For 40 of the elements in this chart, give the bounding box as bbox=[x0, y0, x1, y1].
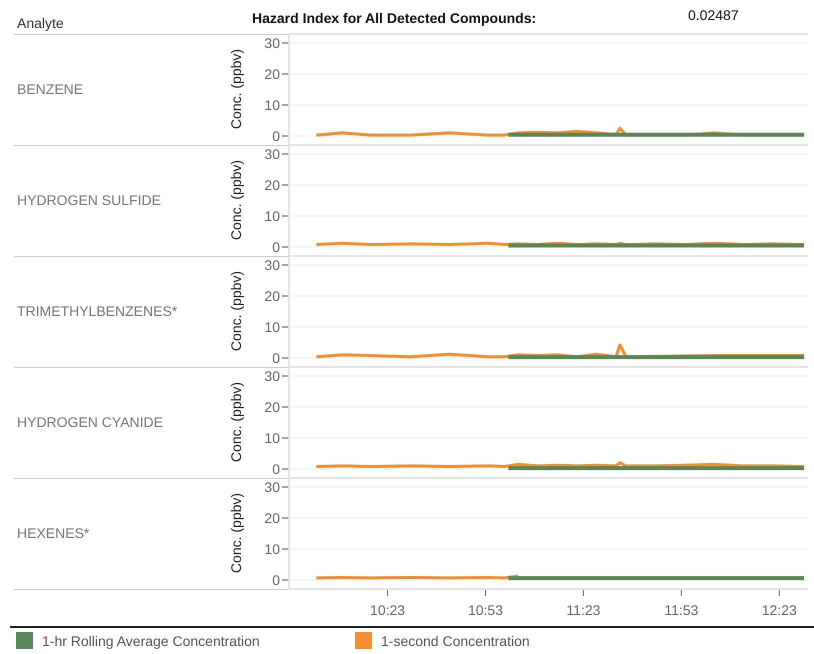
y-axis-title: Conc. (ppbv) bbox=[228, 160, 244, 240]
y-tick-label: 10 bbox=[264, 430, 280, 446]
y-tick-label: 0 bbox=[272, 572, 280, 588]
text: HYDROGEN SULFIDE bbox=[17, 192, 161, 208]
y-tick-label: 30 bbox=[264, 146, 280, 162]
x-tick-label: 11:23 bbox=[566, 602, 601, 618]
y-tick-label: 0 bbox=[272, 238, 280, 255]
text: TRIMETHYLBENZENES* bbox=[17, 303, 178, 319]
y-tick-label: 20 bbox=[264, 398, 280, 415]
y-tick-label: 20 bbox=[264, 510, 280, 526]
legend-label: 1-hr Rolling Average Concentration bbox=[42, 633, 260, 649]
y-tick-label: 30 bbox=[264, 368, 280, 384]
text: 0.02487 bbox=[688, 7, 739, 23]
y-tick-label: 0 bbox=[272, 350, 280, 366]
y-axis-title: Conc. (ppbv) bbox=[228, 270, 244, 352]
y-axis-title: Conc. (ppbv) bbox=[228, 48, 244, 130]
x-tick-label: 12:23 bbox=[762, 602, 797, 618]
y-tick-label: 10 bbox=[264, 96, 280, 113]
x-tick-label: 10:53 bbox=[468, 602, 504, 618]
y-tick-label: 30 bbox=[264, 478, 280, 495]
y-tick-label: 10 bbox=[264, 318, 280, 335]
x-tick-label: 11:53 bbox=[664, 602, 699, 618]
y-tick-label: 30 bbox=[264, 256, 280, 273]
legend-label: 1-second Concentration bbox=[381, 633, 530, 649]
y-tick-label: 10 bbox=[264, 208, 280, 224]
y-tick-label: 10 bbox=[264, 540, 280, 557]
y-tick-label: 30 bbox=[264, 34, 280, 51]
y-tick-label: 0 bbox=[272, 460, 280, 477]
y-tick-label: 0 bbox=[272, 128, 280, 144]
text: Hazard Index for All Detected Compounds: bbox=[252, 10, 536, 26]
y-tick-label: 20 bbox=[264, 288, 280, 304]
text: BENZENE bbox=[17, 81, 84, 97]
x-tick-label: 10:23 bbox=[370, 602, 406, 618]
y-axis-title: Conc. (ppbv) bbox=[228, 492, 244, 574]
text: Analyte bbox=[17, 15, 64, 31]
text: HEXENES* bbox=[17, 525, 90, 541]
y-tick-label: 20 bbox=[264, 176, 280, 193]
y-axis-title: Conc. (ppbv) bbox=[228, 382, 244, 462]
y-tick-label: 20 bbox=[264, 66, 280, 82]
text: HYDROGEN CYANIDE bbox=[17, 414, 163, 430]
